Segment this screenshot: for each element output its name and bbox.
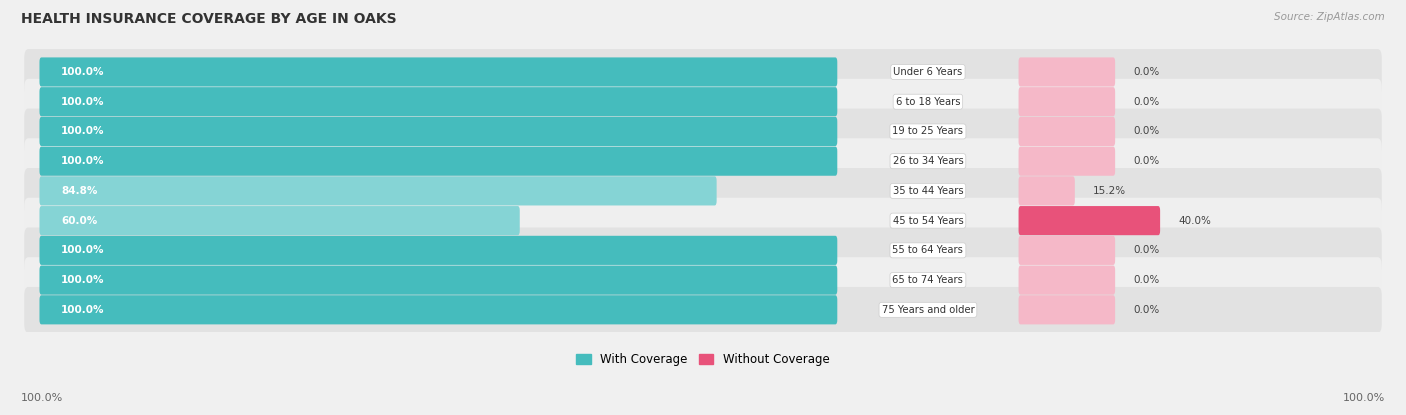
FancyBboxPatch shape [39,57,838,87]
FancyBboxPatch shape [24,257,1382,303]
FancyBboxPatch shape [39,206,520,235]
FancyBboxPatch shape [39,117,838,146]
Text: 100.0%: 100.0% [62,127,105,137]
Text: Source: ZipAtlas.com: Source: ZipAtlas.com [1274,12,1385,22]
Text: 0.0%: 0.0% [1133,97,1160,107]
FancyBboxPatch shape [39,266,838,295]
Text: 75 Years and older: 75 Years and older [882,305,974,315]
Text: 100.0%: 100.0% [62,245,105,255]
Text: 15.2%: 15.2% [1092,186,1126,196]
FancyBboxPatch shape [1018,146,1115,176]
Text: 100.0%: 100.0% [62,305,105,315]
Text: 0.0%: 0.0% [1133,275,1160,285]
FancyBboxPatch shape [39,146,838,176]
FancyBboxPatch shape [39,295,838,325]
FancyBboxPatch shape [1018,117,1115,146]
Text: 100.0%: 100.0% [21,393,63,403]
Text: 100.0%: 100.0% [62,156,105,166]
FancyBboxPatch shape [24,79,1382,124]
Text: 0.0%: 0.0% [1133,245,1160,255]
FancyBboxPatch shape [24,198,1382,244]
Text: 55 to 64 Years: 55 to 64 Years [893,245,963,255]
FancyBboxPatch shape [1018,206,1160,235]
FancyBboxPatch shape [24,168,1382,214]
FancyBboxPatch shape [1018,236,1115,265]
FancyBboxPatch shape [39,236,838,265]
Legend: With Coverage, Without Coverage: With Coverage, Without Coverage [576,353,830,366]
Text: 84.8%: 84.8% [62,186,97,196]
Text: 65 to 74 Years: 65 to 74 Years [893,275,963,285]
FancyBboxPatch shape [1018,266,1115,295]
Text: 45 to 54 Years: 45 to 54 Years [893,216,963,226]
FancyBboxPatch shape [1018,176,1074,205]
FancyBboxPatch shape [39,87,838,116]
Text: 100.0%: 100.0% [62,97,105,107]
FancyBboxPatch shape [1018,295,1115,325]
Text: Under 6 Years: Under 6 Years [893,67,963,77]
FancyBboxPatch shape [24,138,1382,184]
Text: 0.0%: 0.0% [1133,67,1160,77]
Text: 100.0%: 100.0% [62,275,105,285]
FancyBboxPatch shape [24,287,1382,333]
FancyBboxPatch shape [39,176,717,205]
Text: 35 to 44 Years: 35 to 44 Years [893,186,963,196]
Text: 100.0%: 100.0% [1343,393,1385,403]
Text: HEALTH INSURANCE COVERAGE BY AGE IN OAKS: HEALTH INSURANCE COVERAGE BY AGE IN OAKS [21,12,396,27]
Text: 0.0%: 0.0% [1133,156,1160,166]
Text: 0.0%: 0.0% [1133,127,1160,137]
Text: 26 to 34 Years: 26 to 34 Years [893,156,963,166]
FancyBboxPatch shape [1018,87,1115,116]
Text: 100.0%: 100.0% [62,67,105,77]
Text: 6 to 18 Years: 6 to 18 Years [896,97,960,107]
FancyBboxPatch shape [24,227,1382,273]
Text: 0.0%: 0.0% [1133,305,1160,315]
Text: 19 to 25 Years: 19 to 25 Years [893,127,963,137]
FancyBboxPatch shape [1018,57,1115,87]
Text: 60.0%: 60.0% [62,216,97,226]
FancyBboxPatch shape [24,49,1382,95]
Text: 40.0%: 40.0% [1178,216,1211,226]
FancyBboxPatch shape [24,109,1382,154]
